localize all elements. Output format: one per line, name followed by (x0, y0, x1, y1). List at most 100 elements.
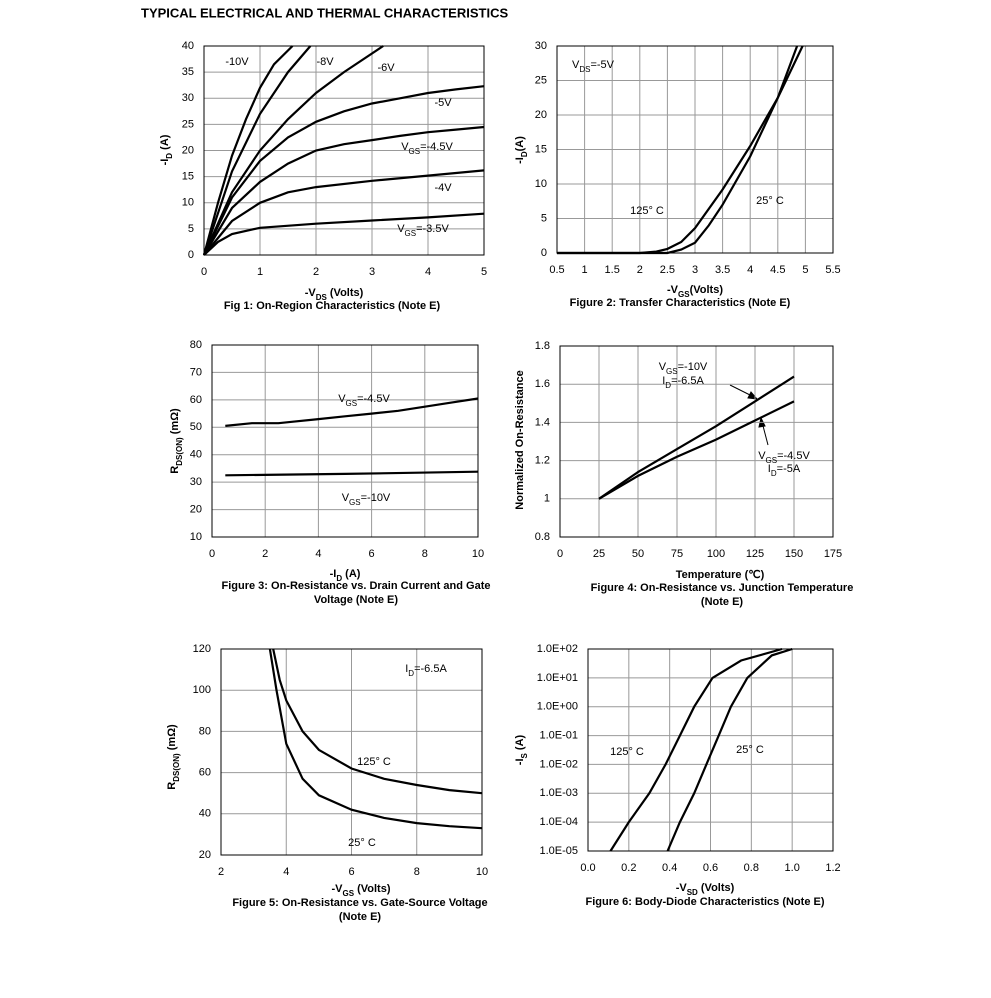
y-tick-label: 35 (182, 66, 194, 78)
curve-label: VGS=-10V (342, 492, 391, 507)
x-tick-label: 125 (746, 548, 764, 560)
annotation: ID=-6.5A (405, 663, 447, 678)
y-axis-label-part: S (520, 752, 529, 758)
x-axis-label-part: GS (678, 290, 690, 299)
x-tick-label: 6 (348, 866, 354, 878)
y-tick-label: 0 (188, 249, 194, 261)
curve (203, 85, 485, 256)
y-tick-label: 20 (190, 503, 202, 515)
x-tick-label: 100 (707, 548, 725, 560)
x-tick-label: 8 (422, 548, 428, 560)
curve-label: 125° C (357, 756, 391, 768)
x-tick-label: 3.5 (715, 264, 730, 276)
x-tick-label: 75 (671, 548, 683, 560)
curve (203, 125, 485, 256)
curve-label-part: GS (666, 367, 678, 376)
y-tick-label: 40 (182, 40, 194, 52)
y-tick-label: 20 (535, 109, 547, 121)
curve (272, 648, 483, 795)
arrows (729, 384, 769, 446)
x-tick-label: 50 (632, 548, 644, 560)
y-tick-label: 25 (182, 118, 194, 130)
y-tick-label: 30 (190, 476, 202, 488)
curve (202, 45, 294, 256)
figure-caption: (Note E) (339, 911, 382, 923)
curve-label-part: =-4.5V (777, 450, 810, 462)
x-tick-label: 4 (747, 264, 753, 276)
x-axis-label: -VGS(Volts) (667, 284, 723, 299)
curve-label-part: V (342, 492, 350, 504)
curve (225, 470, 479, 477)
x-tick-label: 0.8 (744, 862, 759, 874)
x-axis-label-part: D (336, 574, 342, 583)
x-axis-label-part: -I (330, 568, 337, 580)
x-tick-label: 2.5 (660, 264, 675, 276)
y-tick-label: 15 (535, 143, 547, 155)
x-tick-label: 175 (824, 548, 842, 560)
y-tick-label: 0 (541, 247, 547, 259)
annotation-part: =-6.5A (671, 375, 704, 387)
x-axis-label: -ID (A) (330, 568, 361, 583)
curve-label-part: =-10V (361, 492, 391, 504)
curve-label-part: =-3.5V (416, 223, 449, 235)
x-tick-label: 2 (313, 266, 319, 278)
y-axis-label: RDS(ON) (mΩ) (169, 408, 184, 474)
y-tick-label: 1.6 (535, 378, 550, 390)
y-tick-label: 15 (182, 171, 194, 183)
curve (202, 45, 384, 256)
y-tick-label: 1.4 (535, 416, 550, 428)
x-tick-label: 4 (425, 266, 431, 278)
x-tick-label: 1.0 (785, 862, 800, 874)
y-axis-label-part: (A) (514, 136, 526, 152)
x-axis-label-part: (Volts) (354, 883, 391, 895)
y-axis-label: -IS (A) (514, 734, 529, 765)
x-tick-label: 0.6 (703, 862, 718, 874)
y-axis-label-part: (A) (514, 734, 526, 753)
figure-caption: Figure 4: On-Resistance vs. Junction Tem… (591, 582, 854, 594)
curve-label-part: GS (409, 147, 421, 156)
x-tick-label: 10 (472, 548, 484, 560)
x-axis-label: -VDS (Volts) (305, 287, 364, 302)
x-tick-label: 6 (369, 548, 375, 560)
x-tick-label: 0.2 (621, 862, 636, 874)
annotation-part: =-5V (590, 59, 614, 71)
plot-frame (556, 45, 834, 254)
y-tick-label: 1.0E+01 (537, 672, 578, 684)
y-tick-label: 25 (535, 74, 547, 86)
x-axis-label-part: (Volts) (690, 284, 724, 296)
x-tick-label: 2 (637, 264, 643, 276)
x-tick-label: 1 (257, 266, 263, 278)
annotation: ID=-5A (768, 463, 801, 478)
y-tick-label: 1.0E-04 (539, 816, 578, 828)
y-tick-label: 40 (190, 449, 202, 461)
curve-label: 25° C (736, 744, 764, 756)
x-axis-label-part: GS (342, 889, 354, 898)
y-tick-label: 1.0E-05 (539, 845, 578, 857)
x-axis-label-part: (Volts) (327, 287, 364, 299)
y-tick-label: 120 (193, 643, 211, 655)
x-tick-label: 0.5 (549, 264, 564, 276)
y-axis-label-part: DS(ON) (175, 437, 184, 466)
y-tick-label: 50 (190, 421, 202, 433)
x-tick-label: 25 (593, 548, 605, 560)
curve-label-part: V (758, 450, 766, 462)
annotation-part: =-5A (777, 463, 801, 475)
curve-label: VGS=-3.5V (397, 223, 449, 238)
arrow-head (747, 391, 759, 400)
x-tick-label: 5 (481, 266, 487, 278)
curve (202, 45, 312, 256)
y-tick-label: 60 (199, 767, 211, 779)
figure-caption: Figure 3: On-Resistance vs. Drain Curren… (222, 580, 491, 592)
y-tick-label: 20 (199, 849, 211, 861)
x-axis-label: -VGS (Volts) (331, 883, 390, 898)
curve (268, 648, 483, 830)
y-axis-label-part: D (520, 151, 529, 157)
annotation: ID=-6.5A (662, 375, 704, 390)
x-tick-label: 0 (209, 548, 215, 560)
curve-label: 25° C (756, 195, 784, 207)
annotation-part: D (665, 381, 671, 390)
x-axis-label-part: DS (316, 293, 328, 302)
figure-caption: Fig 1: On-Region Characteristics (Note E… (224, 300, 441, 312)
y-tick-label: 1.8 (535, 340, 550, 352)
